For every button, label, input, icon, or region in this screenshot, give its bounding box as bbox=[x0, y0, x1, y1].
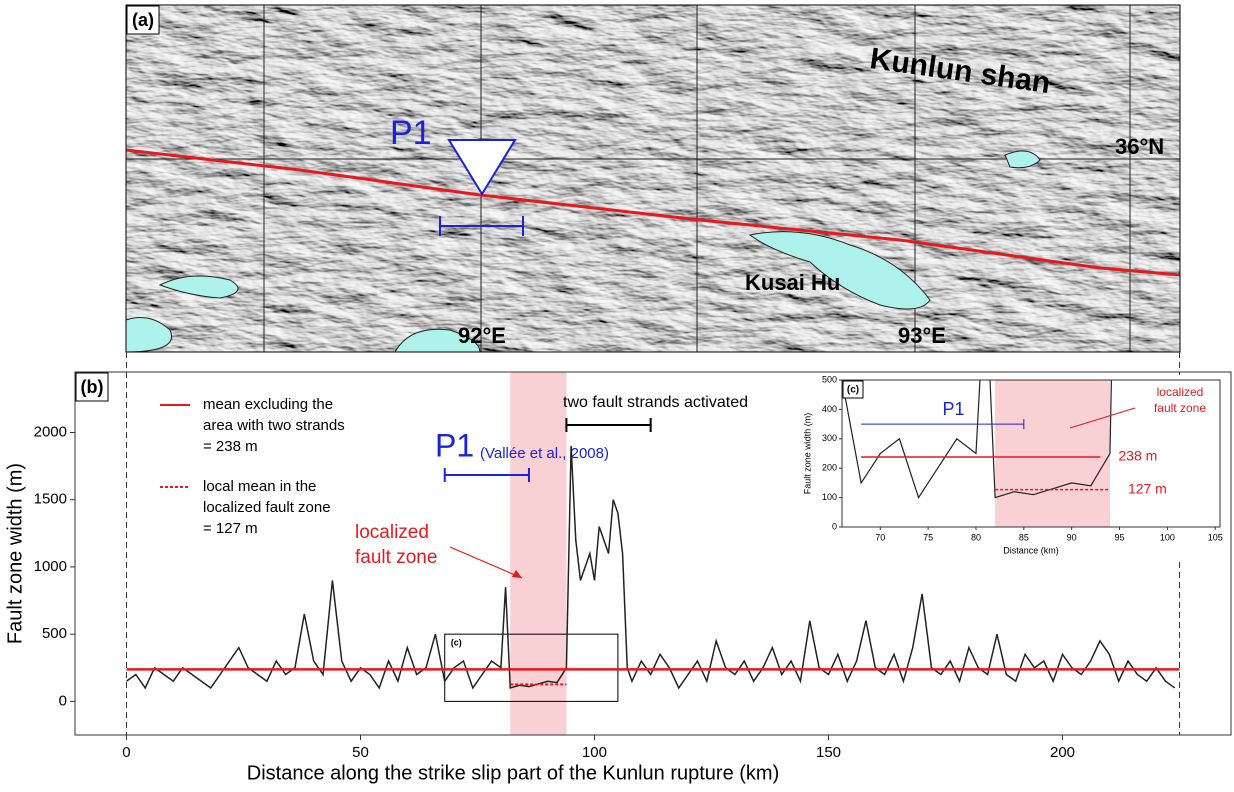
width-line bbox=[126, 445, 1176, 690]
p1-bracket bbox=[439, 216, 524, 236]
zone-arrow bbox=[449, 546, 523, 579]
inset-panel-label: (c) bbox=[847, 385, 859, 396]
inset-p1-label: P1 bbox=[942, 399, 964, 419]
inset-mean-label: 238 m bbox=[1118, 448, 1157, 464]
relief bbox=[126, 5, 1180, 352]
legend-text: localized fault zone bbox=[203, 499, 331, 516]
inset-highlight bbox=[995, 380, 1110, 527]
legend-text: mean excluding the bbox=[203, 396, 333, 413]
x-tick-label: 200 bbox=[1050, 744, 1075, 761]
x-tick-label: 100 bbox=[582, 744, 607, 761]
inset-y-label: Fault zone width (m) bbox=[802, 413, 812, 495]
panel-box bbox=[75, 372, 109, 402]
y-axis-label: Fault zone width (m) bbox=[4, 463, 26, 644]
legend-text: = 238 m bbox=[203, 438, 258, 455]
lake-label: Kusai Hu bbox=[745, 270, 840, 295]
strands-label: two fault strands activated bbox=[563, 394, 748, 411]
y-tick-label: 2000 bbox=[34, 423, 67, 440]
inset-y-tick-label: 0 bbox=[832, 521, 837, 531]
y-tick-label: 1000 bbox=[34, 558, 67, 575]
panel-label: (b) bbox=[81, 377, 104, 397]
lon-label: 93°E bbox=[898, 323, 946, 348]
box-label: (c) bbox=[451, 638, 462, 648]
map-panel: Kunlun shan 36°N P1 Kusai Hu 92°E 93°E (… bbox=[126, 5, 1180, 352]
inset-x-tick-label: 105 bbox=[1208, 532, 1223, 542]
inset-y-tick-label: 400 bbox=[822, 404, 837, 414]
y-tick-label: 500 bbox=[42, 625, 67, 642]
legend-text: = 127 m bbox=[203, 520, 258, 537]
inset-local-label: 127 m bbox=[1128, 480, 1167, 496]
fault-trace bbox=[126, 148, 1180, 277]
lat-label: 36°N bbox=[1115, 134, 1164, 159]
panel-label: (a) bbox=[132, 10, 154, 30]
legend-text: local mean in the bbox=[203, 478, 316, 495]
zone-label: fault zone bbox=[355, 547, 437, 568]
lon-label: 92°E bbox=[458, 323, 506, 348]
inset-frame bbox=[841, 379, 1221, 528]
zone-arrowhead bbox=[512, 570, 522, 578]
inset-x-tick-label: 70 bbox=[875, 532, 885, 542]
inset-x-tick-label: 75 bbox=[923, 532, 933, 542]
map-frame bbox=[125, 4, 1181, 353]
p1-label: P1 bbox=[435, 427, 474, 463]
p1-ref: (Vallée et al., 2008) bbox=[480, 445, 609, 462]
x-tick-label: 150 bbox=[816, 744, 841, 761]
inset-x-tick-label: 85 bbox=[1019, 532, 1029, 542]
highlight-span bbox=[510, 372, 567, 735]
lakes bbox=[126, 150, 1041, 352]
inset-zone-label: localized bbox=[1157, 385, 1204, 399]
inset-plot bbox=[842, 380, 1113, 527]
x-tick-label: 0 bbox=[122, 744, 130, 761]
zone-label: localized bbox=[355, 522, 429, 543]
inset-zone-label: fault zone bbox=[1154, 401, 1206, 415]
panel-box bbox=[126, 5, 160, 35]
inset-x-label: Distance (km) bbox=[1003, 545, 1059, 555]
inset-x-tick-label: 100 bbox=[1160, 532, 1175, 542]
inset-x-tick-label: 90 bbox=[1067, 532, 1077, 542]
inset-x-tick-label: 95 bbox=[1115, 532, 1125, 542]
inset-x-tick-label: 80 bbox=[971, 532, 981, 542]
inset-zone-arrow bbox=[1069, 407, 1136, 429]
inset-panel-box bbox=[842, 380, 864, 399]
inset-y-tick-label: 200 bbox=[822, 463, 837, 473]
legend-text: area with two strands bbox=[203, 417, 345, 434]
map-grid bbox=[126, 5, 1180, 352]
y-tick-label: 1500 bbox=[34, 491, 67, 508]
inset-box bbox=[444, 633, 619, 702]
inset-y-tick-label: 500 bbox=[822, 374, 837, 384]
site-label: P1 bbox=[390, 114, 432, 152]
y-tick-label: 0 bbox=[59, 692, 67, 709]
x-axis-label: Distance along the strike slip part of t… bbox=[247, 762, 779, 784]
plot-frame bbox=[74, 371, 1232, 736]
p1-marker bbox=[447, 139, 517, 196]
inset-y-tick-label: 300 bbox=[822, 433, 837, 443]
x-tick-label: 50 bbox=[352, 744, 369, 761]
inset-y-tick-label: 100 bbox=[822, 492, 837, 502]
